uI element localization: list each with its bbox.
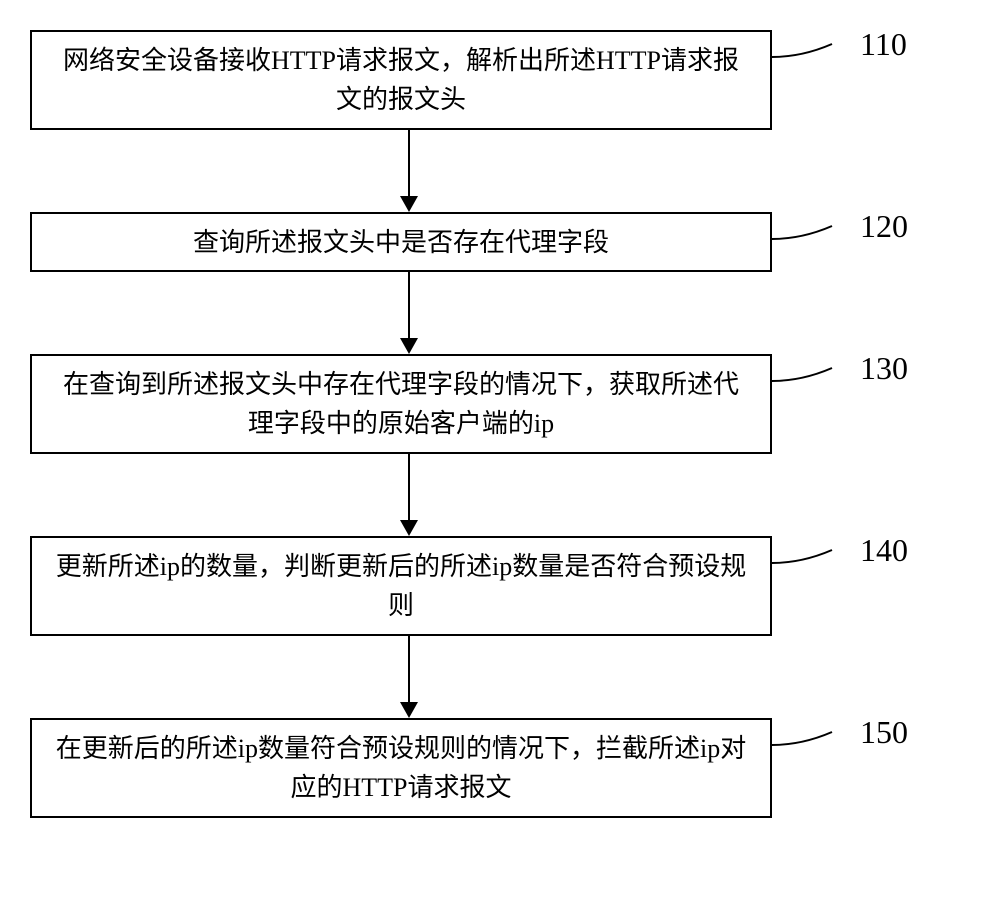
step-box-140: 更新所述ip的数量，判断更新后的所述ip数量是否符合预设规则 xyxy=(30,536,772,636)
arrow-4 xyxy=(400,636,418,718)
step-text-130: 在查询到所述报文头中存在代理字段的情况下，获取所述代理字段中的原始客户端的ip xyxy=(52,365,750,443)
step-box-130: 在查询到所述报文头中存在代理字段的情况下，获取所述代理字段中的原始客户端的ip xyxy=(30,354,772,454)
step-row-120: 查询所述报文头中是否存在代理字段 120 xyxy=(30,212,772,272)
step-text-140: 更新所述ip的数量，判断更新后的所述ip数量是否符合预设规则 xyxy=(52,547,750,625)
label-connector-110 xyxy=(772,42,842,72)
step-box-150: 在更新后的所述ip数量符合预设规则的情况下，拦截所述ip对应的HTTP请求报文 xyxy=(30,718,772,818)
step-label-110: 110 xyxy=(860,26,907,63)
step-text-110: 网络安全设备接收HTTP请求报文，解析出所述HTTP请求报文的报文头 xyxy=(52,41,750,119)
step-row-150: 在更新后的所述ip数量符合预设规则的情况下，拦截所述ip对应的HTTP请求报文 … xyxy=(30,718,772,818)
step-row-130: 在查询到所述报文头中存在代理字段的情况下，获取所述代理字段中的原始客户端的ip … xyxy=(30,354,772,454)
arrow-1 xyxy=(400,130,418,212)
arrow-3 xyxy=(400,454,418,536)
step-label-120: 120 xyxy=(860,208,908,245)
label-connector-120 xyxy=(772,224,842,254)
label-connector-140 xyxy=(772,548,842,578)
label-connector-130 xyxy=(772,366,842,396)
step-text-150: 在更新后的所述ip数量符合预设规则的情况下，拦截所述ip对应的HTTP请求报文 xyxy=(52,729,750,807)
label-connector-150 xyxy=(772,730,842,760)
step-label-140: 140 xyxy=(860,532,908,569)
step-text-120: 查询所述报文头中是否存在代理字段 xyxy=(193,223,609,262)
step-row-110: 网络安全设备接收HTTP请求报文，解析出所述HTTP请求报文的报文头 110 xyxy=(30,30,772,130)
step-row-140: 更新所述ip的数量，判断更新后的所述ip数量是否符合预设规则 140 xyxy=(30,536,772,636)
step-box-110: 网络安全设备接收HTTP请求报文，解析出所述HTTP请求报文的报文头 xyxy=(30,30,772,130)
step-label-150: 150 xyxy=(860,714,908,751)
step-box-120: 查询所述报文头中是否存在代理字段 xyxy=(30,212,772,272)
step-label-130: 130 xyxy=(860,350,908,387)
arrow-2 xyxy=(400,272,418,354)
